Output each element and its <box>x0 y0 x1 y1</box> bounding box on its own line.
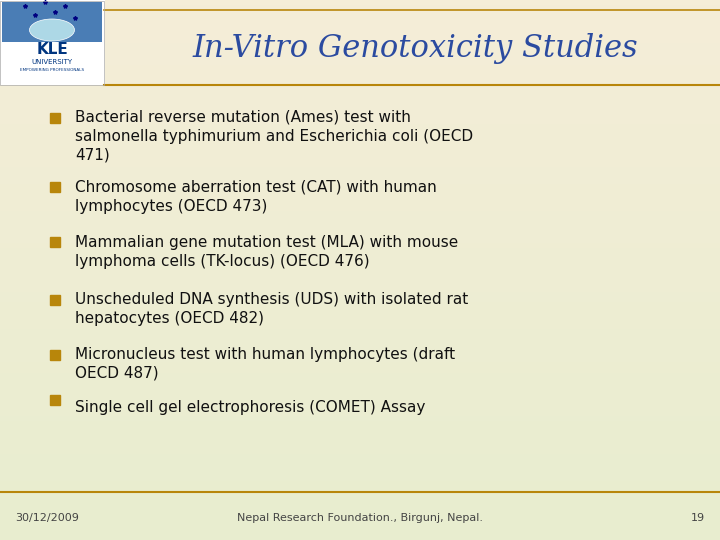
Ellipse shape <box>30 19 74 41</box>
Text: UNIVERSITY: UNIVERSITY <box>32 59 73 65</box>
Text: Mammalian gene mutation test (MLA) with mouse
lymphoma cells (TK-locus) (OECD 47: Mammalian gene mutation test (MLA) with … <box>75 235 458 268</box>
Text: Chromosome aberration test (CAT) with human
lymphocytes (OECD 473): Chromosome aberration test (CAT) with hu… <box>75 180 437 214</box>
Text: EMPOWERING PROFESSIONALS: EMPOWERING PROFESSIONALS <box>20 68 84 72</box>
Text: Single cell gel electrophoresis (COMET) Assay: Single cell gel electrophoresis (COMET) … <box>75 400 426 415</box>
Text: In-Vitro Genotoxicity Studies: In-Vitro Genotoxicity Studies <box>192 32 638 64</box>
Text: Micronucleus test with human lymphocytes (draft
OECD 487): Micronucleus test with human lymphocytes… <box>75 347 455 381</box>
FancyBboxPatch shape <box>0 0 105 85</box>
Text: Nepal Research Foundation., Birgunj, Nepal.: Nepal Research Foundation., Birgunj, Nep… <box>237 513 483 523</box>
Text: 30/12/2009: 30/12/2009 <box>15 513 79 523</box>
Text: 19: 19 <box>691 513 705 523</box>
FancyBboxPatch shape <box>2 2 102 42</box>
Text: Bacterial reverse mutation (Ames) test with
salmonella typhimurium and Escherich: Bacterial reverse mutation (Ames) test w… <box>75 110 473 162</box>
Text: KLE: KLE <box>36 43 68 57</box>
Text: Unscheduled DNA synthesis (UDS) with isolated rat
hepatocytes (OECD 482): Unscheduled DNA synthesis (UDS) with iso… <box>75 292 468 326</box>
